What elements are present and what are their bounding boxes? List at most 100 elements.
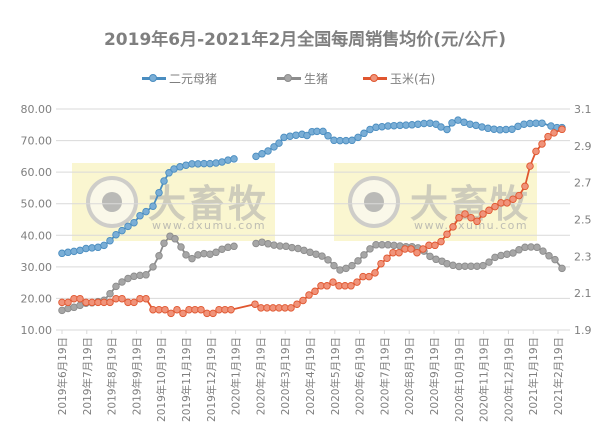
data-point[interactable] [258, 238, 266, 246]
data-point[interactable] [311, 287, 319, 296]
data-point[interactable] [520, 120, 528, 128]
data-point[interactable] [270, 143, 278, 151]
data-point[interactable] [264, 240, 272, 248]
data-point[interactable] [270, 241, 278, 249]
data-point[interactable] [538, 119, 546, 127]
data-point[interactable] [142, 294, 150, 303]
data-point[interactable] [360, 129, 368, 138]
data-point[interactable] [431, 241, 439, 250]
data-point[interactable] [64, 248, 72, 257]
data-point[interactable] [497, 251, 505, 260]
data-point[interactable] [173, 305, 181, 314]
data-point[interactable] [305, 291, 313, 299]
data-point[interactable] [287, 304, 295, 312]
data-point[interactable] [323, 282, 331, 290]
data-point[interactable] [472, 121, 480, 130]
data-point[interactable] [224, 156, 232, 164]
data-point[interactable] [118, 294, 126, 303]
legend-item-hog[interactable]: 生猪 [277, 70, 328, 86]
data-point[interactable] [142, 207, 150, 216]
data-point[interactable] [413, 248, 421, 257]
data-point[interactable] [491, 202, 499, 211]
data-point[interactable] [64, 298, 72, 307]
data-point[interactable] [558, 125, 566, 134]
data-point[interactable] [473, 217, 481, 226]
data-point[interactable] [449, 261, 457, 270]
data-point[interactable] [318, 252, 326, 260]
data-point[interactable] [509, 249, 517, 257]
data-point[interactable] [484, 124, 492, 133]
data-point[interactable] [176, 163, 184, 171]
data-point[interactable] [292, 131, 300, 139]
data-point[interactable] [197, 305, 205, 314]
data-point[interactable] [112, 230, 120, 239]
data-point[interactable] [526, 162, 534, 170]
data-point[interactable] [407, 245, 415, 253]
data-point[interactable] [155, 252, 163, 260]
data-point[interactable] [100, 241, 108, 250]
data-point[interactable] [182, 161, 190, 169]
data-point[interactable] [188, 254, 196, 263]
data-point[interactable] [532, 147, 540, 156]
data-point[interactable] [478, 123, 486, 131]
data-point[interactable] [371, 269, 379, 277]
data-point[interactable] [70, 247, 78, 256]
data-point[interactable] [160, 177, 168, 185]
data-point[interactable] [212, 248, 220, 257]
data-point[interactable] [547, 122, 555, 130]
data-point[interactable] [227, 305, 235, 314]
data-point[interactable] [342, 264, 350, 273]
data-point[interactable] [437, 237, 445, 246]
data-point[interactable] [130, 218, 138, 227]
data-point[interactable] [209, 309, 217, 318]
data-point[interactable] [419, 245, 427, 253]
data-point[interactable] [485, 206, 493, 215]
data-point[interactable] [64, 304, 72, 313]
data-point[interactable] [466, 120, 474, 128]
data-point[interactable] [354, 257, 362, 265]
data-point[interactable] [426, 119, 434, 127]
data-point[interactable] [324, 256, 332, 264]
data-point[interactable] [538, 140, 546, 148]
data-point[interactable] [155, 188, 163, 197]
data-point[interactable] [106, 289, 114, 298]
data-point[interactable] [194, 251, 202, 259]
data-point[interactable] [171, 235, 179, 243]
data-point[interactable] [545, 252, 553, 260]
data-point[interactable] [288, 243, 296, 252]
data-point[interactable] [112, 282, 120, 291]
data-point[interactable] [130, 272, 138, 281]
data-point[interactable] [395, 248, 403, 257]
data-point[interactable] [258, 150, 266, 158]
data-point[interactable] [136, 211, 144, 220]
data-point[interactable] [515, 191, 523, 200]
data-point[interactable] [365, 272, 373, 281]
data-point[interactable] [443, 230, 451, 238]
data-point[interactable] [378, 122, 386, 131]
data-point[interactable] [149, 263, 157, 271]
data-point[interactable] [461, 210, 469, 218]
data-point[interactable] [503, 250, 511, 258]
data-point[interactable] [160, 239, 168, 247]
data-point[interactable] [182, 251, 190, 259]
data-point[interactable] [443, 125, 451, 134]
data-point[interactable] [280, 133, 288, 142]
data-point[interactable] [336, 266, 344, 274]
data-point[interactable] [348, 136, 356, 145]
data-point[interactable] [550, 129, 558, 137]
data-point[interactable] [252, 239, 260, 248]
data-point[interactable] [467, 213, 475, 222]
data-point[interactable] [426, 252, 434, 261]
data-point[interactable] [479, 261, 487, 270]
data-point[interactable] [354, 133, 362, 142]
legend-item-sow[interactable]: 二元母猪 [142, 70, 217, 86]
data-point[interactable] [118, 226, 126, 235]
data-point[interactable] [230, 242, 238, 251]
data-point[interactable] [224, 243, 232, 252]
data-point[interactable] [521, 182, 529, 191]
data-point[interactable] [251, 300, 259, 308]
data-point[interactable] [330, 261, 338, 270]
data-point[interactable] [286, 132, 294, 140]
data-point[interactable] [353, 278, 361, 286]
data-point[interactable] [443, 259, 451, 268]
